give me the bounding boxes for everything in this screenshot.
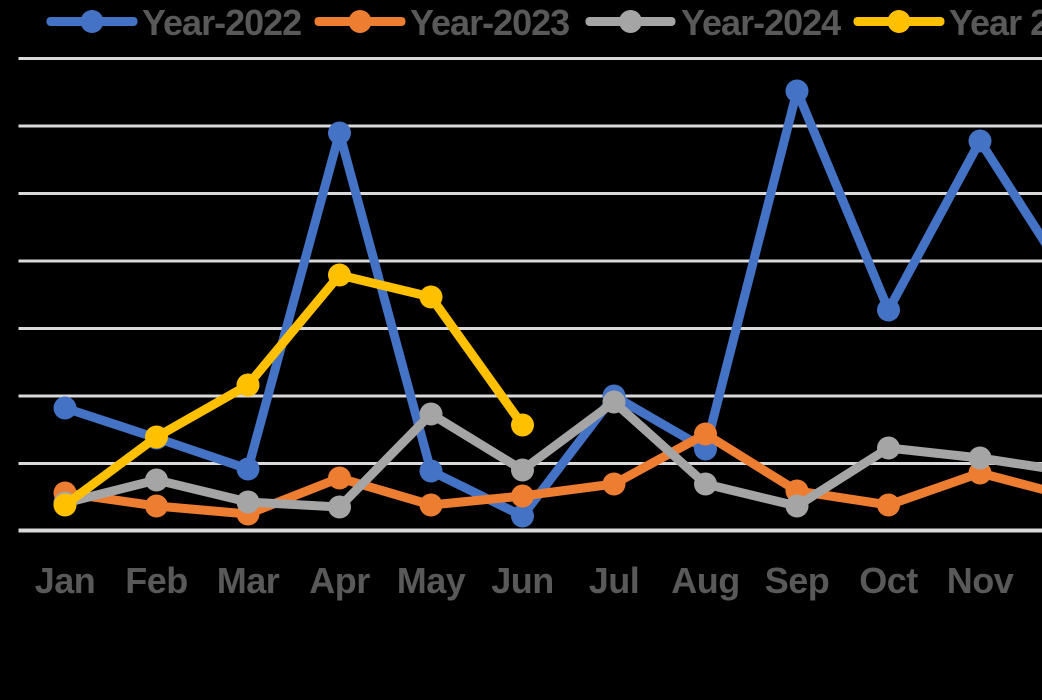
svg-text:Jun: Jun xyxy=(491,560,554,601)
svg-text:Sep: Sep xyxy=(765,560,830,601)
svg-text:Nov: Nov xyxy=(947,560,1014,601)
svg-text:Year-2024: Year-2024 xyxy=(681,2,841,43)
svg-text:Jul: Jul xyxy=(589,560,640,601)
svg-text:Year-2022: Year-2022 xyxy=(142,2,301,43)
svg-text:Jan: Jan xyxy=(35,560,96,601)
svg-text:May: May xyxy=(397,560,466,601)
svg-text:Feb: Feb xyxy=(125,560,188,601)
svg-text:Apr: Apr xyxy=(309,560,370,601)
svg-text:Year-2023: Year-2023 xyxy=(410,2,569,43)
svg-text:Year 2025: Year 2025 xyxy=(949,2,1042,43)
svg-text:Oct: Oct xyxy=(859,560,918,601)
svg-text:Mar: Mar xyxy=(217,560,280,601)
svg-text:Aug: Aug xyxy=(671,560,739,601)
